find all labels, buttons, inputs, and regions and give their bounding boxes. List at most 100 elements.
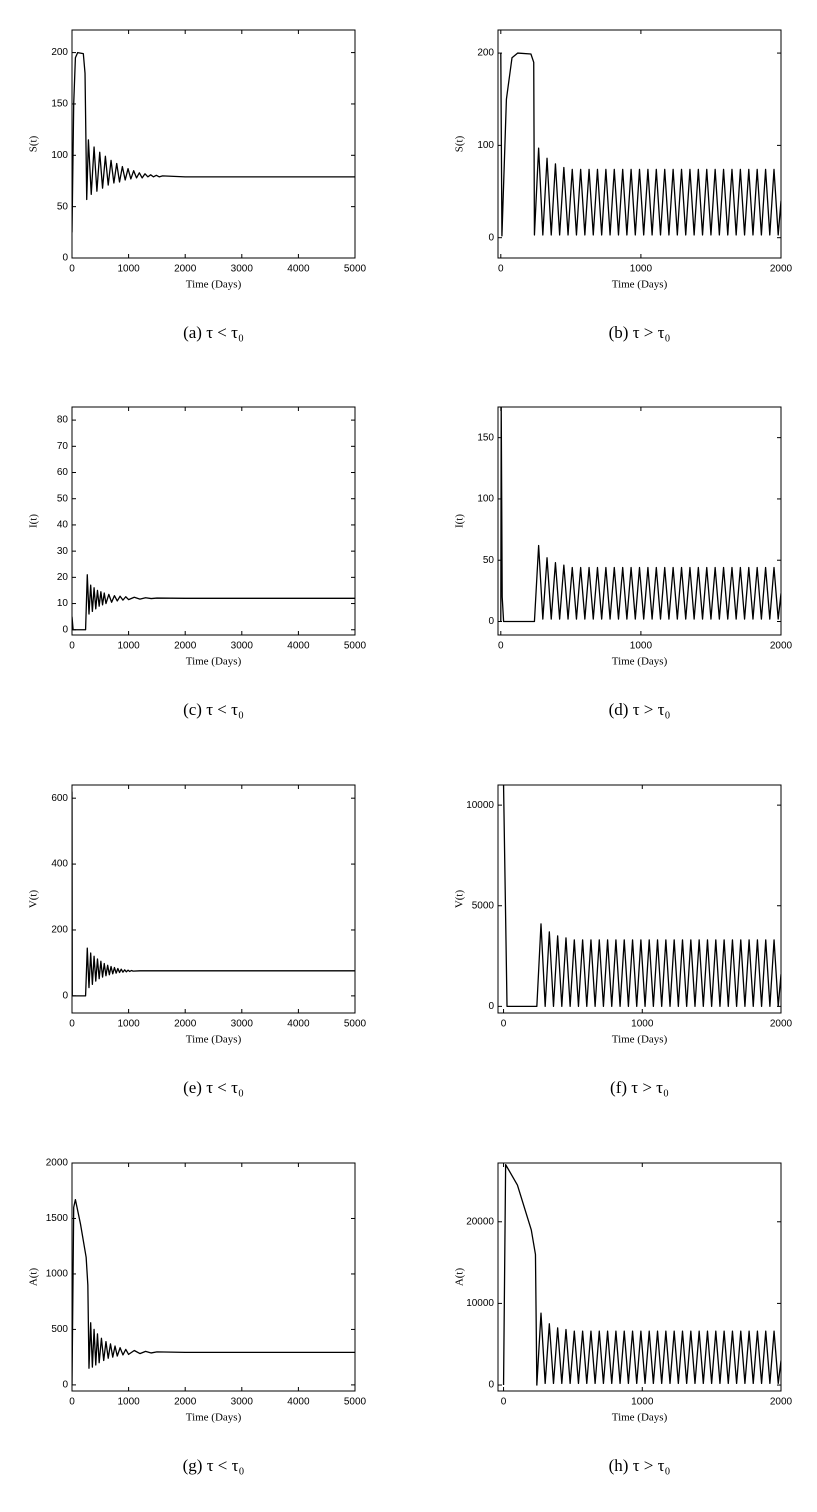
y-tick-label: 20 — [57, 572, 69, 583]
chart-panel: 0 1000 2000 3000 4000 5000 0 500 1000 1500 2000 Tim… — [28, 1158, 367, 1475]
x-tick-label: 1000 — [117, 1397, 140, 1408]
y-tick-label: 0 — [488, 232, 494, 243]
y-axis-label: V(t) — [28, 890, 40, 909]
x-tick-label: 2000 — [174, 641, 197, 652]
y-axis-label: S(t) — [454, 135, 466, 152]
data-line — [72, 574, 355, 631]
x-tick-label: 1000 — [631, 1397, 654, 1408]
x-tick-label: 2000 — [770, 1019, 793, 1030]
y-tick-label: 50 — [57, 493, 69, 504]
y-tick-label: 20000 — [466, 1216, 494, 1227]
data-line — [500, 407, 781, 623]
x-tick-label: 1000 — [117, 641, 140, 652]
plot-frame — [71, 1162, 356, 1392]
y-tick-label: 600 — [51, 793, 68, 804]
chart-panel: 0 1000 2000 3000 4000 5000 0 200 400 600 Time (Day… — [28, 784, 367, 1097]
x-tick-label: 0 — [69, 1019, 75, 1030]
chart-panel: 0 1000 2000 0 5000 10000 Time (Days) V(t) (f) τ … — [454, 784, 793, 1097]
y-tick-label: 5000 — [472, 900, 495, 911]
caption: (h) τ > τ₀ — [609, 1456, 671, 1475]
y-tick-label: 0 — [62, 624, 68, 635]
data-line — [502, 785, 781, 1008]
y-tick-label: 100 — [477, 494, 494, 505]
data-line — [72, 51, 355, 233]
y-tick-label: 0 — [488, 616, 494, 627]
x-axis-label: Time (Days) — [612, 656, 668, 668]
x-tick-label: 2000 — [770, 264, 793, 275]
x-tick-label: 2000 — [174, 1019, 197, 1030]
data-line — [500, 52, 781, 237]
x-axis-label: Time (Days) — [186, 1412, 242, 1424]
y-tick-label: 200 — [51, 925, 68, 936]
x-tick-label: 1000 — [631, 1019, 654, 1030]
x-axis-label: Time (Days) — [612, 279, 668, 291]
y-axis-label: V(t) — [454, 890, 466, 909]
y-tick-label: 40 — [57, 520, 69, 531]
data-line — [502, 1163, 781, 1386]
y-tick-label: 0 — [62, 253, 68, 264]
y-tick-label: 150 — [477, 432, 494, 443]
x-tick-label: 3000 — [231, 641, 254, 652]
y-tick-label: 10 — [57, 598, 69, 609]
caption: (c) τ < τ₀ — [183, 700, 244, 719]
x-tick-label: 2000 — [174, 1397, 197, 1408]
plot-frame — [71, 406, 356, 636]
x-tick-label: 1000 — [630, 264, 653, 275]
caption: (d) τ > τ₀ — [609, 700, 671, 719]
x-tick-label: 4000 — [287, 1397, 310, 1408]
y-axis-label: A(t) — [28, 1268, 40, 1287]
y-tick-label: 1000 — [46, 1269, 69, 1280]
y-tick-label: 0 — [488, 1001, 494, 1012]
caption: (b) τ > τ₀ — [609, 323, 671, 342]
x-tick-label: 3000 — [231, 1397, 254, 1408]
y-tick-label: 1500 — [46, 1213, 69, 1224]
y-tick-label: 80 — [57, 415, 69, 426]
y-tick-label: 30 — [57, 546, 69, 557]
x-tick-label: 0 — [498, 264, 504, 275]
x-tick-label: 0 — [501, 1397, 507, 1408]
y-tick-label: 100 — [51, 150, 68, 161]
y-tick-label: 0 — [62, 1380, 68, 1391]
x-tick-label: 4000 — [287, 264, 310, 275]
caption: (f) τ > τ₀ — [610, 1078, 669, 1097]
plot-frame — [71, 29, 356, 259]
x-tick-label: 3000 — [231, 264, 254, 275]
x-axis-label: Time (Days) — [186, 656, 242, 668]
y-tick-label: 150 — [51, 99, 68, 110]
y-tick-label: 50 — [483, 555, 495, 566]
chart-panel: 0 1000 2000 0 50 100 150 Time (Days) I(t) (d) τ >… — [454, 406, 793, 719]
y-tick-label: 60 — [57, 467, 69, 478]
y-axis-label: I(t) — [454, 514, 466, 528]
x-axis-label: Time (Days) — [186, 279, 242, 291]
x-tick-label: 5000 — [344, 264, 367, 275]
y-tick-label: 70 — [57, 441, 69, 452]
chart-panel: 0 1000 2000 3000 4000 5000 0 10 20 30 40 50 60 70 80 Ti… — [28, 406, 367, 719]
y-axis-label: A(t) — [454, 1268, 466, 1287]
x-axis-label: Time (Days) — [612, 1034, 668, 1046]
y-tick-label: 400 — [51, 859, 68, 870]
y-tick-label: 100 — [477, 140, 494, 151]
data-line — [72, 791, 355, 997]
x-tick-label: 4000 — [287, 1019, 310, 1030]
x-tick-label: 2000 — [770, 641, 793, 652]
x-tick-label: 0 — [498, 641, 504, 652]
x-tick-label: 5000 — [344, 1397, 367, 1408]
caption: (a) τ < τ₀ — [183, 323, 244, 342]
y-axis-label: S(t) — [28, 135, 40, 152]
x-tick-label: 0 — [501, 1019, 507, 1030]
y-tick-label: 200 — [477, 48, 494, 59]
y-tick-label: 50 — [57, 201, 69, 212]
x-tick-label: 2000 — [770, 1397, 793, 1408]
x-tick-label: 5000 — [344, 1019, 367, 1030]
y-tick-label: 500 — [51, 1324, 68, 1335]
y-tick-label: 10000 — [466, 1298, 494, 1309]
x-tick-label: 0 — [69, 264, 75, 275]
plot-frame — [497, 784, 782, 1014]
x-axis-label: Time (Days) — [186, 1034, 242, 1046]
plot-frame — [71, 784, 356, 1014]
chart-panel: 0 1000 2000 0 100 200 Time (Days) S(t) (b) τ > τ… — [454, 29, 793, 342]
x-tick-label: 0 — [69, 1397, 75, 1408]
caption: (e) τ < τ₀ — [183, 1078, 244, 1097]
plot-frame — [497, 1162, 782, 1392]
